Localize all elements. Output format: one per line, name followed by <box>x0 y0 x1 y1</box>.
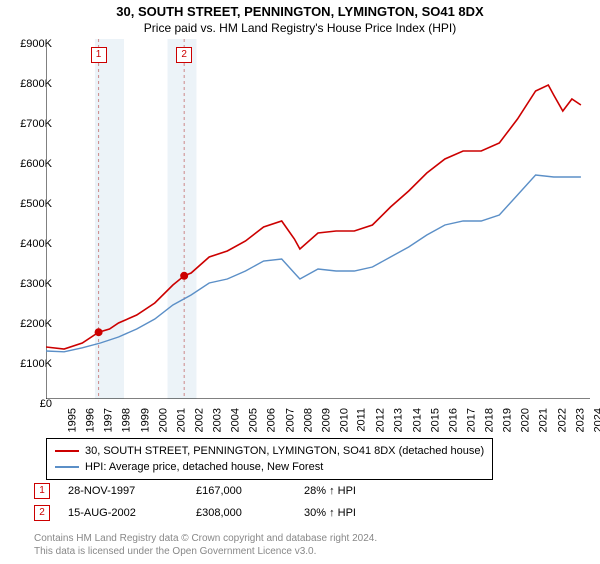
x-axis-label: 2016 <box>447 408 459 432</box>
sale-event-date: 15-AUG-2002 <box>68 507 178 519</box>
title-subtitle: Price paid vs. HM Land Registry's House … <box>0 21 600 35</box>
x-axis-label: 2007 <box>284 408 296 432</box>
legend-label: 30, SOUTH STREET, PENNINGTON, LYMINGTON,… <box>85 445 484 457</box>
x-axis-label: 2006 <box>266 408 278 432</box>
chart-area: 12 <box>46 39 590 399</box>
x-axis-label: 2024 <box>592 408 600 432</box>
y-axis-label: £700K <box>20 118 52 130</box>
y-axis-label: £400K <box>20 238 52 250</box>
sale-event-row: 2 15-AUG-2002 £308,000 30% ↑ HPI <box>34 502 356 524</box>
sale-event-marker: 1 <box>34 483 50 499</box>
x-axis-label: 2012 <box>375 408 387 432</box>
legend: 30, SOUTH STREET, PENNINGTON, LYMINGTON,… <box>46 438 493 480</box>
sale-event-delta: 30% ↑ HPI <box>304 507 356 519</box>
x-axis-label: 2001 <box>175 408 187 432</box>
x-axis-label: 2022 <box>556 408 568 432</box>
x-axis-label: 2000 <box>157 408 169 432</box>
x-axis-label: 1997 <box>103 408 115 432</box>
footer-line1: Contains HM Land Registry data © Crown c… <box>34 532 377 545</box>
x-axis-label: 2009 <box>320 408 332 432</box>
x-axis-label: 1996 <box>85 408 97 432</box>
x-axis-label: 2017 <box>465 408 477 432</box>
x-axis-label: 2011 <box>356 408 368 432</box>
y-axis-label: £200K <box>20 318 52 330</box>
x-axis-label: 2014 <box>411 408 423 432</box>
y-axis-label: £500K <box>20 198 52 210</box>
footer-attribution: Contains HM Land Registry data © Crown c… <box>34 532 377 558</box>
x-axis-label: 1995 <box>66 408 78 432</box>
sale-events-table: 1 28-NOV-1997 £167,000 28% ↑ HPI 2 15-AUG-200… <box>34 480 356 524</box>
x-axis-label: 2020 <box>520 408 532 432</box>
x-axis-label: 2010 <box>338 408 350 432</box>
legend-row: HPI: Average price, detached house, New … <box>55 459 484 475</box>
y-axis-label: £100K <box>20 358 52 370</box>
x-axis-label: 1998 <box>121 408 133 432</box>
sale-marker-2: 2 <box>176 47 192 63</box>
x-axis-label: 2021 <box>538 408 550 432</box>
sale-event-price: £308,000 <box>196 507 286 519</box>
sale-event-marker: 2 <box>34 505 50 521</box>
sale-event-row: 1 28-NOV-1997 £167,000 28% ↑ HPI <box>34 480 356 502</box>
line-chart <box>46 39 590 399</box>
x-axis-label: 2002 <box>193 408 205 432</box>
legend-swatch <box>55 450 79 452</box>
sale-event-date: 28-NOV-1997 <box>68 485 178 497</box>
y-axis-label: £0 <box>40 398 52 410</box>
legend-label: HPI: Average price, detached house, New … <box>85 461 323 473</box>
y-axis-label: £300K <box>20 278 52 290</box>
x-axis-label: 2004 <box>230 408 242 432</box>
x-axis-label: 2015 <box>429 408 441 432</box>
y-axis-label: £900K <box>20 38 52 50</box>
x-axis-label: 2013 <box>393 408 405 432</box>
legend-swatch <box>55 466 79 468</box>
x-axis-label: 2008 <box>302 408 314 432</box>
x-axis-label: 2019 <box>502 408 514 432</box>
sale-event-price: £167,000 <box>196 485 286 497</box>
sale-event-delta: 28% ↑ HPI <box>304 485 356 497</box>
footer-line2: This data is licensed under the Open Gov… <box>34 545 377 558</box>
x-axis-label: 2003 <box>212 408 224 432</box>
x-axis-label: 2005 <box>248 408 260 432</box>
x-axis-label: 2018 <box>484 408 496 432</box>
y-axis-label: £600K <box>20 158 52 170</box>
title-address: 30, SOUTH STREET, PENNINGTON, LYMINGTON,… <box>0 4 600 19</box>
legend-row: 30, SOUTH STREET, PENNINGTON, LYMINGTON,… <box>55 443 484 459</box>
x-axis-label: 1999 <box>139 408 151 432</box>
y-axis-label: £800K <box>20 78 52 90</box>
sale-marker-1: 1 <box>91 47 107 63</box>
x-axis-label: 2023 <box>574 408 586 432</box>
